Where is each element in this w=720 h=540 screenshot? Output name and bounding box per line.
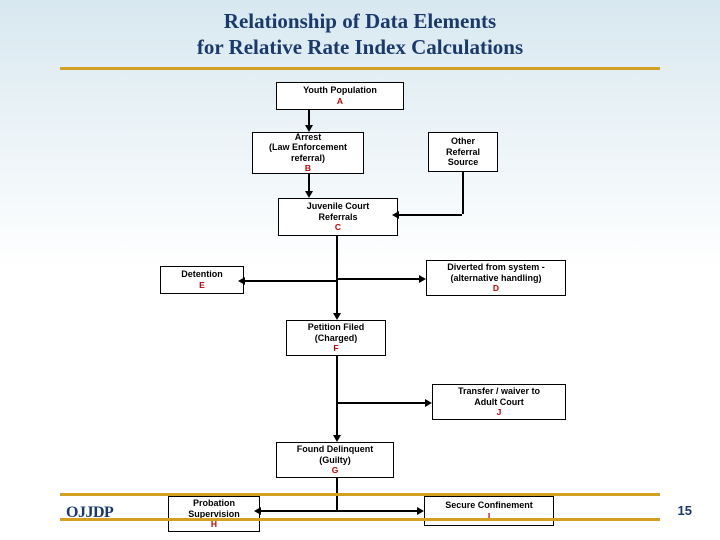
arrowhead-icon: [333, 313, 341, 320]
node-letter: J: [436, 408, 562, 418]
edge: [336, 356, 338, 436]
node-letter: E: [164, 281, 240, 291]
node-label: Arrest(Law Enforcementreferral): [256, 132, 360, 163]
arrowhead-icon: [425, 399, 432, 407]
footer-rule: [60, 518, 660, 521]
node-A: Youth Population A: [276, 82, 404, 110]
node-other: OtherReferralSource: [428, 132, 498, 172]
title-underline: [60, 67, 660, 70]
arrowhead-icon: [419, 275, 426, 283]
node-E: Detention E: [160, 266, 244, 294]
page-title: Relationship of Data Elements for Relati…: [0, 0, 720, 61]
edge: [398, 214, 462, 216]
edge: [260, 510, 336, 512]
node-label: OtherReferralSource: [432, 136, 494, 167]
arrowhead-icon: [254, 507, 261, 515]
edge: [336, 278, 420, 280]
edge: [308, 174, 310, 192]
arrowhead-icon: [238, 277, 245, 285]
edge: [336, 510, 418, 512]
title-line1: Relationship of Data Elements: [224, 9, 496, 33]
node-label: Secure Confinement: [428, 500, 550, 510]
node-G: Found Delinquent(Guilty)G: [276, 442, 394, 478]
edge: [336, 236, 338, 314]
node-J: Transfer / waiver toAdult CourtJ: [432, 384, 566, 420]
node-letter: A: [280, 97, 400, 107]
node-label: Transfer / waiver toAdult Court: [436, 386, 562, 407]
node-B: Arrest(Law Enforcementreferral)B: [252, 132, 364, 174]
edge: [336, 402, 426, 404]
node-label: Diverted from system -(alternative handl…: [430, 262, 562, 283]
node-F: Petition Filed(Charged)F: [286, 320, 386, 356]
edge: [462, 172, 464, 214]
node-letter: H: [172, 520, 256, 530]
node-C: Juvenile CourtReferralsC: [278, 198, 398, 236]
node-I: Secure ConfinementI: [424, 496, 554, 526]
node-label: Juvenile CourtReferrals: [282, 201, 394, 222]
node-D: Diverted from system -(alternative handl…: [426, 260, 566, 296]
arrowhead-icon: [305, 191, 313, 198]
node-label: Petition Filed(Charged): [290, 322, 382, 343]
page-number: 15: [678, 503, 692, 518]
node-label: ProbationSupervision: [172, 498, 256, 519]
node-letter: C: [282, 223, 394, 233]
node-label: Found Delinquent(Guilty): [280, 444, 390, 465]
edge: [308, 110, 310, 126]
node-letter: B: [256, 164, 360, 174]
title-line2: for Relative Rate Index Calculations: [197, 35, 523, 59]
arrowhead-icon: [417, 507, 424, 515]
arrowhead-icon: [333, 435, 341, 442]
arrowhead-icon: [392, 211, 399, 219]
footer-rule: [60, 493, 660, 496]
node-letter: D: [430, 284, 562, 294]
logo: OJJDP: [66, 504, 113, 522]
node-label: Detention: [164, 269, 240, 279]
arrowhead-icon: [305, 125, 313, 132]
node-letter: F: [290, 344, 382, 354]
node-H: ProbationSupervisionH: [168, 496, 260, 532]
node-label: Youth Population: [280, 85, 400, 95]
node-letter: G: [280, 466, 390, 476]
edge: [244, 280, 336, 282]
